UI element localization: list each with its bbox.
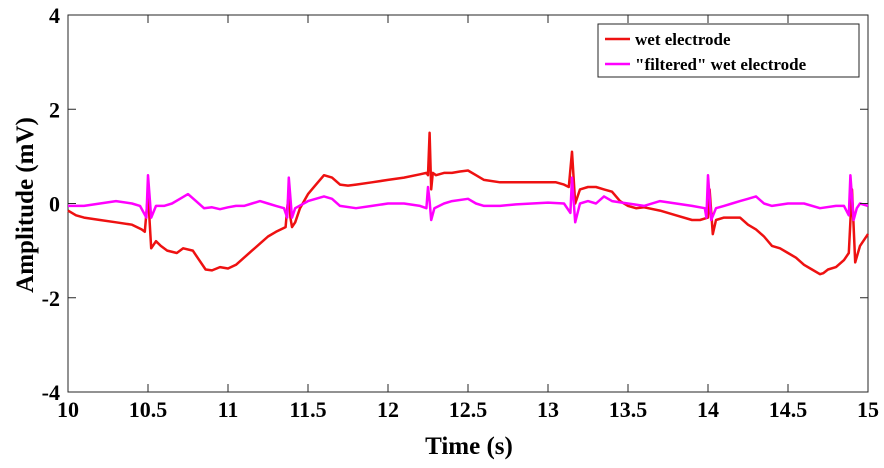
ticks-group: 10 10.5 11 11.5 12 12.5 13 13.5 14 14.5 15 -4 -2 0 2 4 [42, 3, 879, 422]
y-tick-label: 2 [49, 97, 60, 122]
y-tick-label: -2 [42, 286, 60, 311]
x-tick-label: 10 [57, 397, 79, 422]
x-tick-label: 14 [697, 397, 719, 422]
y-tick-label: -4 [42, 380, 60, 405]
y-tick-label: 0 [49, 192, 60, 217]
x-tick-label: 14.5 [769, 397, 808, 422]
legend-label-wet: wet electrode [635, 30, 731, 49]
x-tick-label: 12 [377, 397, 399, 422]
series-line-filtered-wet-electrode [68, 173, 869, 224]
x-tick-label: 12.5 [449, 397, 488, 422]
x-axis-label: Time (s) [425, 433, 513, 460]
x-tick-label: 13.5 [609, 397, 648, 422]
series-line-wet-electrode [67, 131, 870, 276]
legend-box [597, 23, 860, 78]
x-tick-label: 11 [218, 397, 239, 422]
x-tick-label: 13 [537, 397, 559, 422]
x-tick-label: 15 [857, 397, 879, 422]
y-axis-label: Amplitude (mV) [12, 117, 39, 293]
legend-label-filtered: "filtered" wet electrode [635, 55, 807, 74]
x-tick-label: 10.5 [129, 397, 168, 422]
y-tick-label: 4 [49, 3, 60, 28]
legend: wet electrode "filtered" wet electrode [597, 23, 860, 78]
x-tick-label: 11.5 [289, 397, 326, 422]
series-group [67, 131, 870, 276]
